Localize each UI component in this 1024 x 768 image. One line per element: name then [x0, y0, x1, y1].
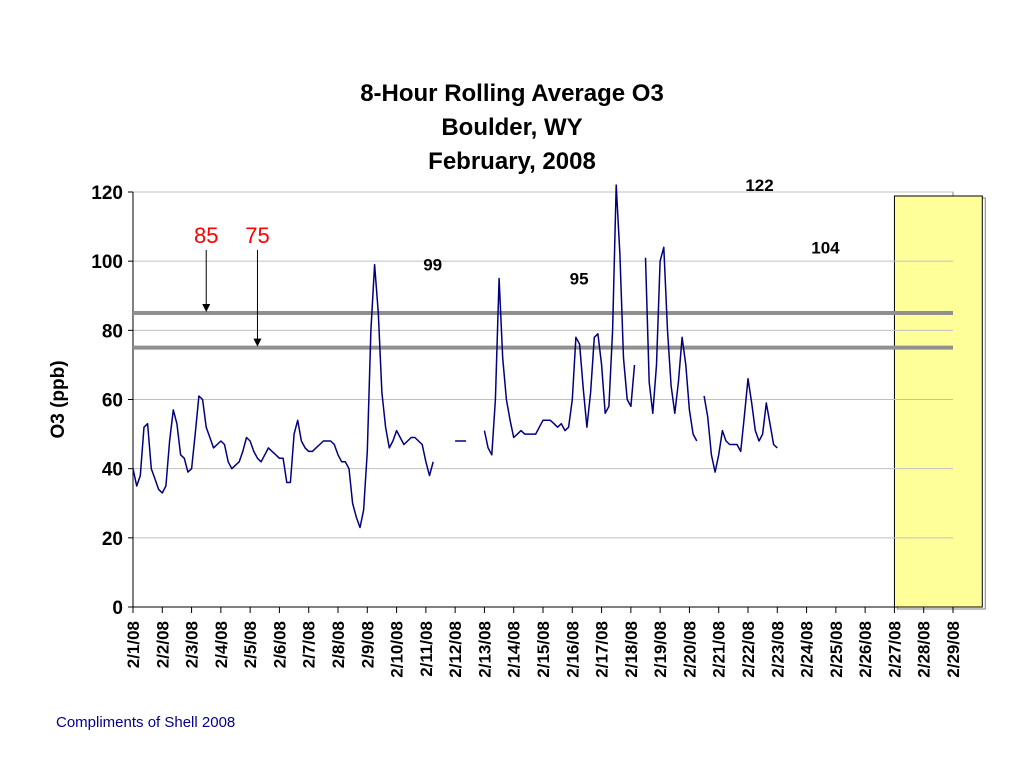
x-tick-label: 2/18/08 [622, 621, 641, 678]
reference-label-75: 75 [245, 223, 269, 248]
series-line-segment [132, 263, 434, 529]
peak-label: 104 [811, 238, 840, 257]
x-tick-label: 2/16/08 [563, 621, 582, 678]
x-tick-label: 2/28/08 [915, 621, 934, 678]
chart-title-line-1: 8-Hour Rolling Average O3 [360, 80, 664, 107]
x-tick-label: 2/14/08 [505, 621, 524, 678]
arrowhead-85 [202, 304, 211, 313]
x-tick-label: 2/15/08 [534, 621, 553, 678]
highlight-band [893, 195, 983, 608]
x-tick-label: 2/11/08 [417, 621, 436, 677]
chart-title-line-2: Boulder, WY [441, 114, 583, 141]
series-line-segment [644, 246, 698, 442]
y-axis-label: O3 (ppb) [48, 360, 69, 438]
chart-title-line-3: February, 2008 [428, 148, 596, 175]
x-tick-label: 2/19/08 [651, 621, 670, 678]
reference-label-85: 85 [194, 223, 218, 248]
x-tick-label: 2/26/08 [856, 621, 875, 678]
y-tick-label: 60 [102, 391, 123, 412]
x-tick-label: 2/29/08 [944, 621, 963, 678]
x-tick-label: 2/2/08 [153, 621, 172, 668]
credit-text: Compliments of Shell 2008 [56, 714, 236, 731]
peak-label: 122 [745, 176, 773, 195]
x-tick-label: 2/4/08 [212, 621, 231, 668]
x-tick-label: 2/12/08 [446, 621, 465, 678]
x-tick-label: 2/9/08 [358, 621, 377, 668]
x-tick-label: 2/8/08 [329, 621, 348, 668]
x-tick-label: 2/7/08 [300, 621, 319, 668]
y-tick-label: 80 [102, 321, 123, 342]
x-tick-label: 2/20/08 [680, 621, 699, 678]
arrowhead-75 [253, 338, 262, 347]
x-tick-label: 2/1/08 [124, 621, 143, 668]
x-tick-label: 2/23/08 [768, 621, 787, 678]
y-tick-label: 40 [102, 460, 123, 481]
x-tick-label: 2/25/08 [827, 621, 846, 678]
y-tick-label: 100 [91, 252, 123, 273]
peak-label: 95 [570, 269, 589, 288]
y-tick-label: 120 [91, 183, 123, 204]
x-tick-label: 2/5/08 [241, 621, 260, 668]
x-tick-label: 2/10/08 [388, 621, 407, 678]
x-tick-label: 2/13/08 [475, 621, 494, 678]
peak-label: 99 [423, 256, 442, 275]
x-tick-label: 2/27/08 [885, 621, 904, 678]
x-tick-label: 2/3/08 [183, 621, 202, 668]
series-line-segment [483, 184, 636, 456]
x-tick-label: 2/24/08 [798, 621, 817, 678]
x-tick-label: 2/22/08 [739, 621, 758, 678]
series-line-segment [703, 378, 778, 473]
x-tick-label: 2/21/08 [710, 621, 729, 678]
y-tick-label: 0 [112, 598, 123, 619]
y-tick-label: 20 [102, 529, 123, 550]
x-tick-label: 2/6/08 [270, 621, 289, 668]
x-tick-label: 2/17/08 [593, 621, 612, 678]
